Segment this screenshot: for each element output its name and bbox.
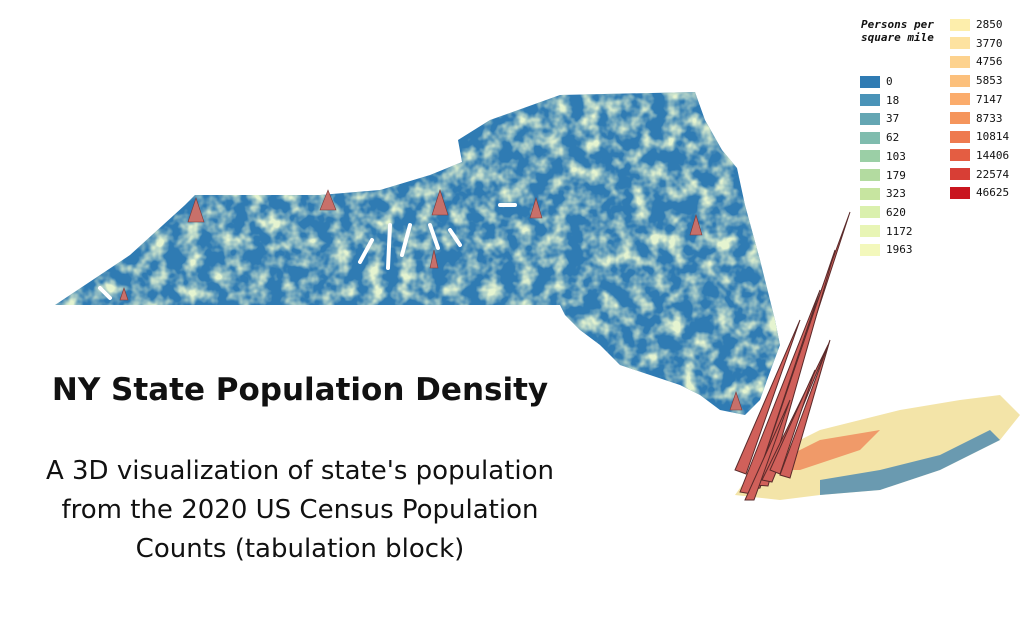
nyc-spikes <box>734 211 851 501</box>
legend-label: 620 <box>886 205 906 219</box>
legend-label: 179 <box>886 168 906 182</box>
legend-swatch <box>860 187 880 200</box>
legend-swatch <box>860 150 880 163</box>
legend-swatch <box>860 94 880 107</box>
legend-title: Persons per square mile <box>861 18 934 44</box>
legend-item: 620 <box>860 206 906 219</box>
legend-swatch <box>860 112 880 125</box>
legend-label: 46625 <box>976 186 1010 200</box>
legend-item: 1172 <box>860 225 913 238</box>
legend-swatch <box>860 225 880 238</box>
legend-item: 10814 <box>950 130 1009 143</box>
state-mainland <box>55 92 780 415</box>
legend-item: 18 <box>860 94 899 107</box>
legend-label: 10814 <box>976 130 1010 144</box>
legend-swatch <box>860 169 880 181</box>
legend-label: 4756 <box>976 55 1003 69</box>
legend-swatch <box>860 75 880 88</box>
legend-label: 7147 <box>976 92 1003 106</box>
legend-item: 323 <box>860 187 906 200</box>
legend-label: 8733 <box>976 111 1003 125</box>
legend-swatch <box>950 168 970 181</box>
legend-item: 103 <box>860 150 906 163</box>
legend-label: 0 <box>886 75 893 88</box>
legend-swatch <box>950 18 970 31</box>
legend-item: 2850 <box>950 18 1003 31</box>
legend-swatch <box>950 74 970 87</box>
legend-label: 1963 <box>886 243 913 257</box>
legend-item: 14406 <box>950 149 1009 162</box>
legend-swatch <box>950 112 970 124</box>
legend-label: 103 <box>886 149 906 163</box>
legend-swatch <box>950 37 970 50</box>
legend-label: 1172 <box>886 224 913 238</box>
legend-item: 7147 <box>950 93 1003 106</box>
legend-label: 14406 <box>976 148 1010 162</box>
legend-swatch <box>950 93 970 106</box>
legend-label: 323 <box>886 187 906 201</box>
legend-swatch <box>860 206 880 219</box>
legend-item: 5853 <box>950 74 1003 87</box>
subtitle: A 3D visualization of state's population… <box>0 452 600 569</box>
title: NY State Population Density <box>51 372 549 408</box>
legend-item: 8733 <box>950 112 1003 125</box>
legend-item: 62 <box>860 131 899 144</box>
legend-swatch <box>950 130 970 143</box>
lakes <box>98 203 517 300</box>
legend-label: 37 <box>886 112 900 126</box>
legend-item: 22574 <box>950 168 1009 181</box>
subtitle-line: A 3D visualization of state's population <box>45 456 555 486</box>
subtitle-line: from the 2020 US Census Population <box>61 495 539 525</box>
legend-label: 22574 <box>976 167 1010 181</box>
legend-item: 46625 <box>950 186 1009 199</box>
legend-swatch <box>950 186 970 199</box>
legend-item: 37 <box>860 112 899 125</box>
legend-swatch <box>860 131 880 144</box>
legend-label: 62 <box>886 131 900 145</box>
legend-label: 2850 <box>976 18 1003 31</box>
legend-label: 18 <box>886 93 900 107</box>
legend-label: 5853 <box>976 74 1003 88</box>
legend-item: 1963 <box>860 243 913 256</box>
legend-swatch <box>860 243 880 256</box>
legend-item: 0 <box>860 75 893 88</box>
legend-swatch <box>950 55 970 68</box>
legend-item: 3770 <box>950 37 1003 50</box>
city-peaks <box>119 189 743 411</box>
legend-item: 4756 <box>950 55 1003 68</box>
legend-item: 179 <box>860 169 906 182</box>
subtitle-line: Counts (tabulation block) <box>135 534 465 564</box>
legend-label: 3770 <box>976 36 1003 50</box>
legend-swatch <box>950 149 970 162</box>
